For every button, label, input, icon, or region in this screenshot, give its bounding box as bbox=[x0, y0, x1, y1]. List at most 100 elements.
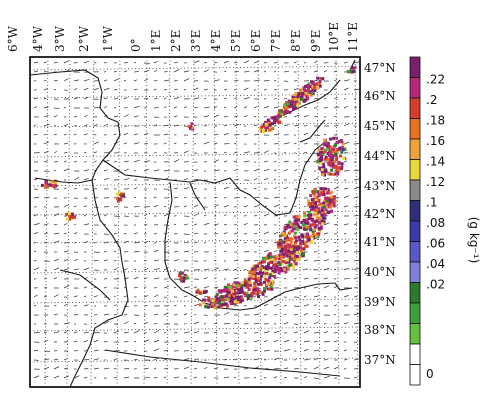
mixing-ratio-cell bbox=[327, 211, 331, 215]
mixing-ratio-cell bbox=[275, 254, 279, 258]
lat-label: 43°N bbox=[364, 179, 396, 193]
mixing-ratio-cell bbox=[233, 293, 237, 296]
lat-label: 41°N bbox=[364, 235, 396, 249]
mixing-ratio-cell bbox=[240, 290, 244, 294]
mixing-ratio-cell bbox=[285, 265, 289, 269]
wind-vector bbox=[123, 178, 130, 181]
wind-vector bbox=[333, 349, 339, 352]
mixing-ratio-cell bbox=[262, 129, 265, 132]
mixing-ratio-cell bbox=[263, 289, 266, 293]
wind-vector bbox=[173, 142, 177, 145]
mixing-ratio-cell bbox=[177, 274, 181, 278]
wind-vector bbox=[113, 376, 118, 379]
mixing-ratio-cell bbox=[297, 102, 300, 106]
wind-vector bbox=[233, 376, 236, 379]
wind-vector bbox=[73, 97, 79, 100]
wind-vector bbox=[253, 322, 260, 325]
wind-vector bbox=[33, 250, 37, 253]
mixing-ratio-cell bbox=[289, 257, 293, 261]
mixing-ratio-cell bbox=[294, 92, 298, 96]
mixing-ratio-cell bbox=[117, 191, 121, 195]
mixing-ratio-cell bbox=[314, 201, 317, 205]
lat-label: 38°N bbox=[364, 323, 396, 337]
mixing-ratio-cell bbox=[273, 258, 277, 262]
wind-vector bbox=[73, 340, 78, 343]
wind-vector bbox=[293, 340, 297, 343]
colorbar-unit-label: (g kg⁻¹) bbox=[467, 217, 481, 264]
mixing-ratio-cell bbox=[286, 223, 290, 227]
wind-vector bbox=[73, 223, 77, 226]
wind-vector bbox=[323, 331, 328, 334]
parallel-line bbox=[29, 210, 361, 216]
mixing-ratio-cell bbox=[308, 85, 312, 88]
wind-vector bbox=[333, 304, 338, 307]
wind-vector bbox=[73, 205, 77, 208]
mixing-ratio-cell bbox=[245, 291, 249, 295]
wind-vector bbox=[153, 169, 160, 172]
meridian-line bbox=[335, 56, 340, 388]
wind-vector bbox=[193, 188, 197, 190]
mixing-ratio-cell bbox=[342, 157, 346, 160]
wind-vector bbox=[283, 349, 290, 352]
mixing-ratio-cell bbox=[309, 194, 313, 198]
wind-vector bbox=[33, 106, 38, 109]
mixing-ratio-cell bbox=[302, 218, 306, 222]
wind-vector bbox=[353, 295, 358, 298]
wind-vector bbox=[213, 277, 217, 280]
wind-vector bbox=[353, 196, 359, 199]
wind-vector bbox=[223, 341, 228, 343]
mixing-ratio-cell bbox=[263, 129, 267, 132]
wind-vector bbox=[113, 97, 119, 100]
mixing-ratio-cell bbox=[268, 260, 272, 264]
wind-vector bbox=[283, 377, 288, 379]
wind-vector bbox=[193, 87, 199, 91]
map-panel bbox=[29, 56, 361, 388]
mixing-ratio-cell bbox=[312, 83, 316, 86]
border-line bbox=[254, 282, 336, 309]
wind-vector bbox=[143, 97, 149, 100]
colorbar-segment bbox=[409, 159, 421, 181]
mixing-ratio-cell bbox=[281, 231, 285, 235]
wind-vector bbox=[113, 251, 117, 253]
lon-label: 1°E bbox=[149, 30, 163, 52]
border-line bbox=[29, 69, 121, 184]
mixing-ratio-cell bbox=[307, 202, 311, 206]
mixing-ratio-cell bbox=[252, 285, 256, 289]
mixing-ratio-cell bbox=[266, 278, 270, 282]
mixing-ratio-cell bbox=[281, 247, 284, 251]
mixing-ratio-cell bbox=[291, 97, 295, 101]
lat-label: 42°N bbox=[364, 207, 396, 221]
wind-vector bbox=[343, 205, 349, 208]
mixing-ratio-cell bbox=[324, 148, 328, 152]
mixing-ratio-cell bbox=[287, 238, 291, 241]
wind-vector bbox=[213, 196, 218, 199]
wind-vector bbox=[343, 61, 348, 64]
mixing-ratio-cell bbox=[53, 181, 57, 185]
wind-vector bbox=[343, 123, 349, 127]
wind-vector bbox=[53, 232, 60, 235]
wind-vector bbox=[163, 213, 169, 217]
mixing-ratio-cell bbox=[294, 241, 297, 245]
wind-vector bbox=[173, 115, 178, 118]
mixing-ratio-cell bbox=[297, 92, 301, 95]
mixing-ratio-cell bbox=[296, 216, 300, 220]
mixing-ratio-cell bbox=[320, 155, 323, 159]
mixing-ratio-cell bbox=[296, 98, 300, 102]
wind-vector bbox=[103, 79, 108, 82]
wind-vector bbox=[103, 250, 107, 253]
mixing-ratio-cell bbox=[229, 300, 233, 304]
wind-vector bbox=[123, 240, 129, 244]
mixing-ratio-cell bbox=[350, 70, 353, 73]
wind-vector bbox=[233, 268, 238, 271]
mixing-ratio-cell bbox=[260, 274, 263, 278]
mixing-ratio-cell bbox=[318, 221, 322, 225]
mixing-ratio-cell bbox=[245, 294, 249, 298]
wind-vector bbox=[303, 259, 308, 262]
mixing-ratio-cell bbox=[330, 153, 334, 157]
colorbar-tick-label: 0 bbox=[426, 367, 434, 381]
mixing-ratio-cell bbox=[218, 301, 221, 305]
wind-vector bbox=[313, 304, 317, 307]
mixing-ratio-cell bbox=[305, 219, 309, 223]
wind-vector bbox=[83, 114, 88, 118]
mixing-ratio-cell bbox=[292, 265, 295, 269]
